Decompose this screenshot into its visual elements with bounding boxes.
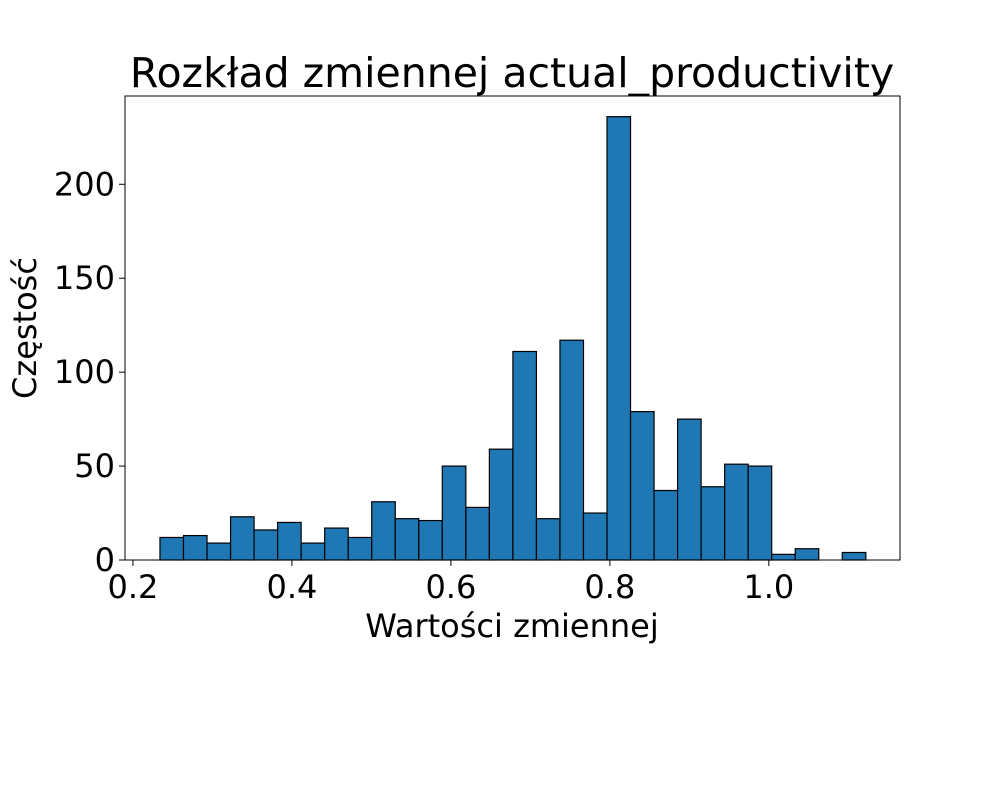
histogram-bar bbox=[512, 350, 538, 561]
x-axis-label: Wartości zmiennej bbox=[365, 607, 659, 645]
histogram-bar bbox=[182, 534, 208, 561]
histogram-bar bbox=[253, 529, 279, 561]
y-axis-ticks: 0 50 100 150 200 bbox=[54, 165, 125, 579]
x-tick-label: 0.8 bbox=[584, 568, 635, 606]
histogram-bar bbox=[676, 418, 702, 561]
histogram-bar bbox=[418, 519, 443, 561]
x-tick-label: 0.4 bbox=[266, 568, 317, 606]
y-tick-label: 200 bbox=[54, 165, 115, 203]
histogram-bar bbox=[324, 527, 349, 561]
y-tick-label: 50 bbox=[74, 447, 115, 485]
histogram-bar bbox=[465, 506, 490, 561]
x-tick-label: 0.6 bbox=[425, 568, 476, 606]
histogram-bar bbox=[747, 465, 773, 561]
histogram-bar bbox=[347, 536, 373, 561]
histogram-bar bbox=[206, 542, 232, 561]
histogram-bar bbox=[606, 116, 632, 561]
y-tick-label: 100 bbox=[54, 353, 115, 391]
histogram-bar bbox=[229, 516, 255, 561]
histogram-bar bbox=[794, 548, 820, 561]
histogram-bar bbox=[559, 339, 585, 561]
histogram-bar bbox=[629, 411, 655, 561]
x-tick-label: 1.0 bbox=[743, 568, 794, 606]
histogram-bar bbox=[159, 536, 185, 561]
histogram-bar bbox=[488, 448, 514, 561]
histogram-bar bbox=[841, 551, 867, 561]
histogram-bar bbox=[394, 518, 420, 561]
y-tick-label: 0 bbox=[95, 541, 115, 579]
x-axis-ticks: 0.2 0.4 0.6 0.8 1.0 bbox=[108, 560, 794, 606]
chart-title: Rozkład zmiennej actual_productivity bbox=[130, 49, 894, 97]
y-tick-label: 150 bbox=[54, 259, 115, 297]
plot-frame bbox=[124, 95, 901, 561]
histogram-bar bbox=[277, 521, 302, 561]
histogram-bar bbox=[535, 518, 561, 561]
histogram-bar bbox=[441, 465, 467, 561]
x-tick-label: 0.2 bbox=[108, 568, 159, 606]
y-axis-label: Częstość bbox=[6, 257, 44, 399]
histogram-bar bbox=[771, 553, 796, 561]
histogram-bar bbox=[371, 501, 396, 561]
histogram-bars bbox=[159, 116, 867, 561]
histogram-bar bbox=[724, 463, 749, 561]
histogram-bar bbox=[582, 512, 608, 561]
histogram-bar bbox=[653, 489, 679, 561]
histogram-bar bbox=[300, 542, 326, 561]
histogram-bar bbox=[700, 486, 726, 561]
